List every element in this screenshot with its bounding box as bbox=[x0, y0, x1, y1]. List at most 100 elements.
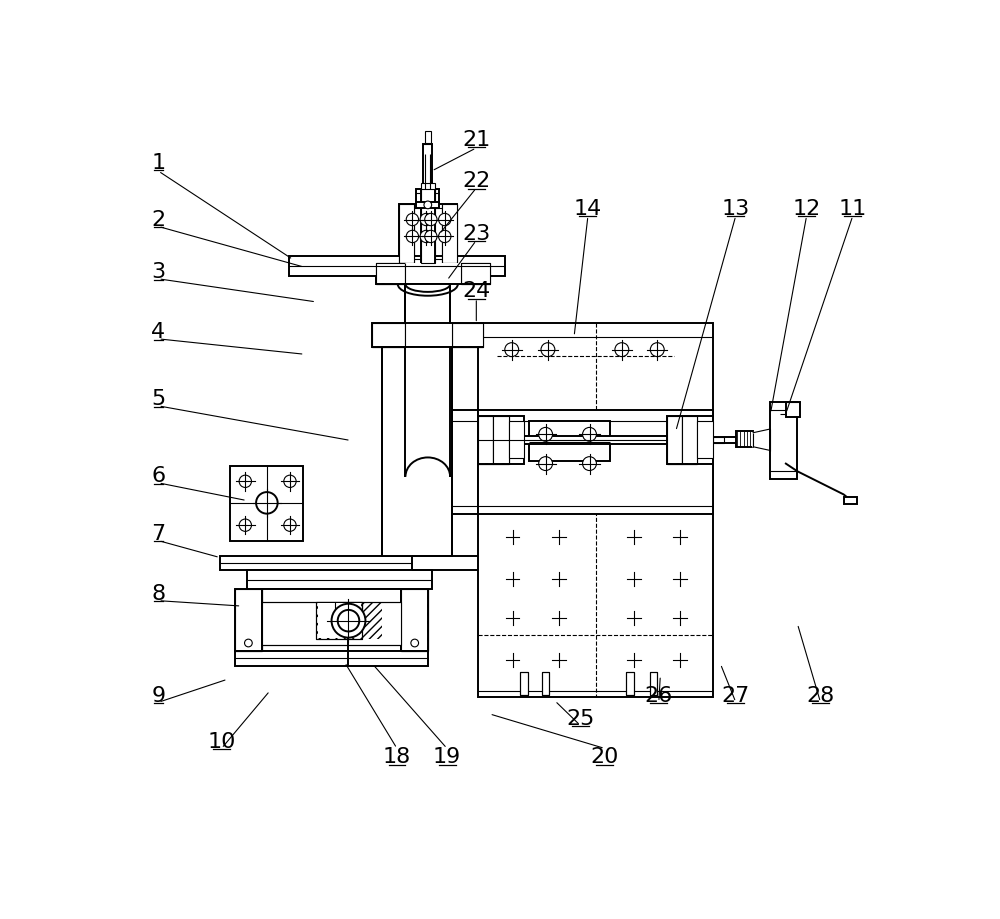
Text: 7: 7 bbox=[151, 523, 165, 543]
Bar bbox=[493, 416, 509, 464]
Bar bbox=[442, 205, 457, 264]
Circle shape bbox=[541, 344, 555, 357]
Text: 23: 23 bbox=[462, 223, 490, 244]
Circle shape bbox=[505, 344, 519, 357]
Bar bbox=[478, 416, 493, 464]
Bar bbox=[713, 437, 724, 443]
Bar bbox=[666, 416, 713, 464]
Text: 4: 4 bbox=[151, 322, 165, 342]
Bar bbox=[479, 417, 493, 463]
Circle shape bbox=[539, 428, 553, 442]
Bar bbox=[683, 417, 697, 463]
Circle shape bbox=[256, 493, 278, 514]
Bar bbox=[401, 589, 428, 651]
Text: 19: 19 bbox=[433, 746, 461, 766]
Bar bbox=[423, 145, 432, 189]
Bar bbox=[235, 589, 262, 651]
Bar bbox=[376, 264, 405, 285]
Bar bbox=[399, 205, 414, 264]
Text: 24: 24 bbox=[462, 281, 490, 301]
Circle shape bbox=[420, 231, 432, 244]
Text: 25: 25 bbox=[566, 708, 594, 728]
Bar bbox=[316, 603, 362, 640]
Circle shape bbox=[424, 202, 432, 210]
Bar bbox=[416, 202, 439, 209]
Text: 8: 8 bbox=[151, 584, 165, 603]
Bar bbox=[442, 205, 457, 264]
Text: 6: 6 bbox=[151, 466, 165, 485]
Circle shape bbox=[406, 214, 419, 226]
Bar bbox=[493, 416, 509, 464]
Bar bbox=[401, 589, 428, 651]
Bar bbox=[461, 264, 490, 285]
Circle shape bbox=[284, 519, 296, 532]
Bar bbox=[421, 184, 435, 192]
Circle shape bbox=[583, 457, 596, 471]
Bar bbox=[401, 589, 428, 651]
Bar bbox=[405, 285, 450, 477]
Text: 10: 10 bbox=[207, 731, 236, 751]
Bar bbox=[666, 416, 682, 464]
Circle shape bbox=[245, 640, 252, 647]
Bar bbox=[235, 589, 262, 651]
Bar bbox=[478, 416, 524, 464]
Circle shape bbox=[420, 214, 432, 226]
Bar bbox=[399, 205, 457, 264]
Bar bbox=[770, 403, 797, 480]
Bar bbox=[478, 437, 713, 444]
Bar bbox=[318, 603, 361, 639]
Bar bbox=[666, 416, 682, 464]
Bar bbox=[405, 264, 461, 284]
Text: 3: 3 bbox=[151, 262, 165, 282]
Bar bbox=[442, 205, 457, 264]
Bar bbox=[235, 589, 262, 651]
Bar bbox=[373, 325, 405, 346]
Circle shape bbox=[239, 519, 251, 532]
Bar bbox=[697, 422, 713, 459]
Bar bbox=[425, 131, 431, 144]
Bar bbox=[461, 264, 490, 285]
Bar bbox=[478, 416, 493, 464]
Bar bbox=[478, 416, 493, 464]
Circle shape bbox=[439, 231, 451, 244]
Circle shape bbox=[239, 476, 251, 488]
Bar bbox=[372, 324, 405, 347]
Bar bbox=[289, 256, 505, 277]
Circle shape bbox=[539, 457, 553, 471]
Bar bbox=[493, 416, 509, 464]
Bar bbox=[682, 416, 697, 464]
Circle shape bbox=[439, 214, 451, 226]
Bar bbox=[626, 672, 634, 695]
Bar bbox=[376, 264, 405, 285]
Bar bbox=[478, 416, 493, 464]
Circle shape bbox=[332, 604, 365, 638]
Bar bbox=[461, 264, 490, 285]
Bar bbox=[461, 264, 490, 285]
Bar bbox=[509, 422, 524, 459]
Bar bbox=[667, 417, 682, 463]
Bar bbox=[247, 570, 432, 589]
Circle shape bbox=[425, 214, 437, 226]
Bar bbox=[262, 589, 401, 651]
Bar bbox=[452, 324, 483, 347]
Bar bbox=[452, 325, 483, 346]
Text: 28: 28 bbox=[806, 685, 835, 705]
Bar bbox=[682, 416, 697, 464]
Bar bbox=[405, 325, 452, 346]
Bar bbox=[401, 589, 428, 651]
Text: 21: 21 bbox=[462, 130, 490, 150]
Bar bbox=[376, 264, 490, 285]
Bar bbox=[399, 206, 414, 263]
Circle shape bbox=[406, 231, 419, 244]
Circle shape bbox=[411, 640, 419, 647]
Bar bbox=[235, 589, 262, 651]
Bar bbox=[372, 324, 483, 347]
Bar bbox=[372, 324, 405, 347]
Bar bbox=[452, 324, 483, 347]
Text: 14: 14 bbox=[574, 199, 602, 219]
Bar bbox=[520, 672, 528, 695]
Bar bbox=[376, 264, 405, 285]
Bar bbox=[399, 205, 414, 264]
Bar bbox=[529, 422, 610, 461]
Bar bbox=[844, 498, 857, 505]
